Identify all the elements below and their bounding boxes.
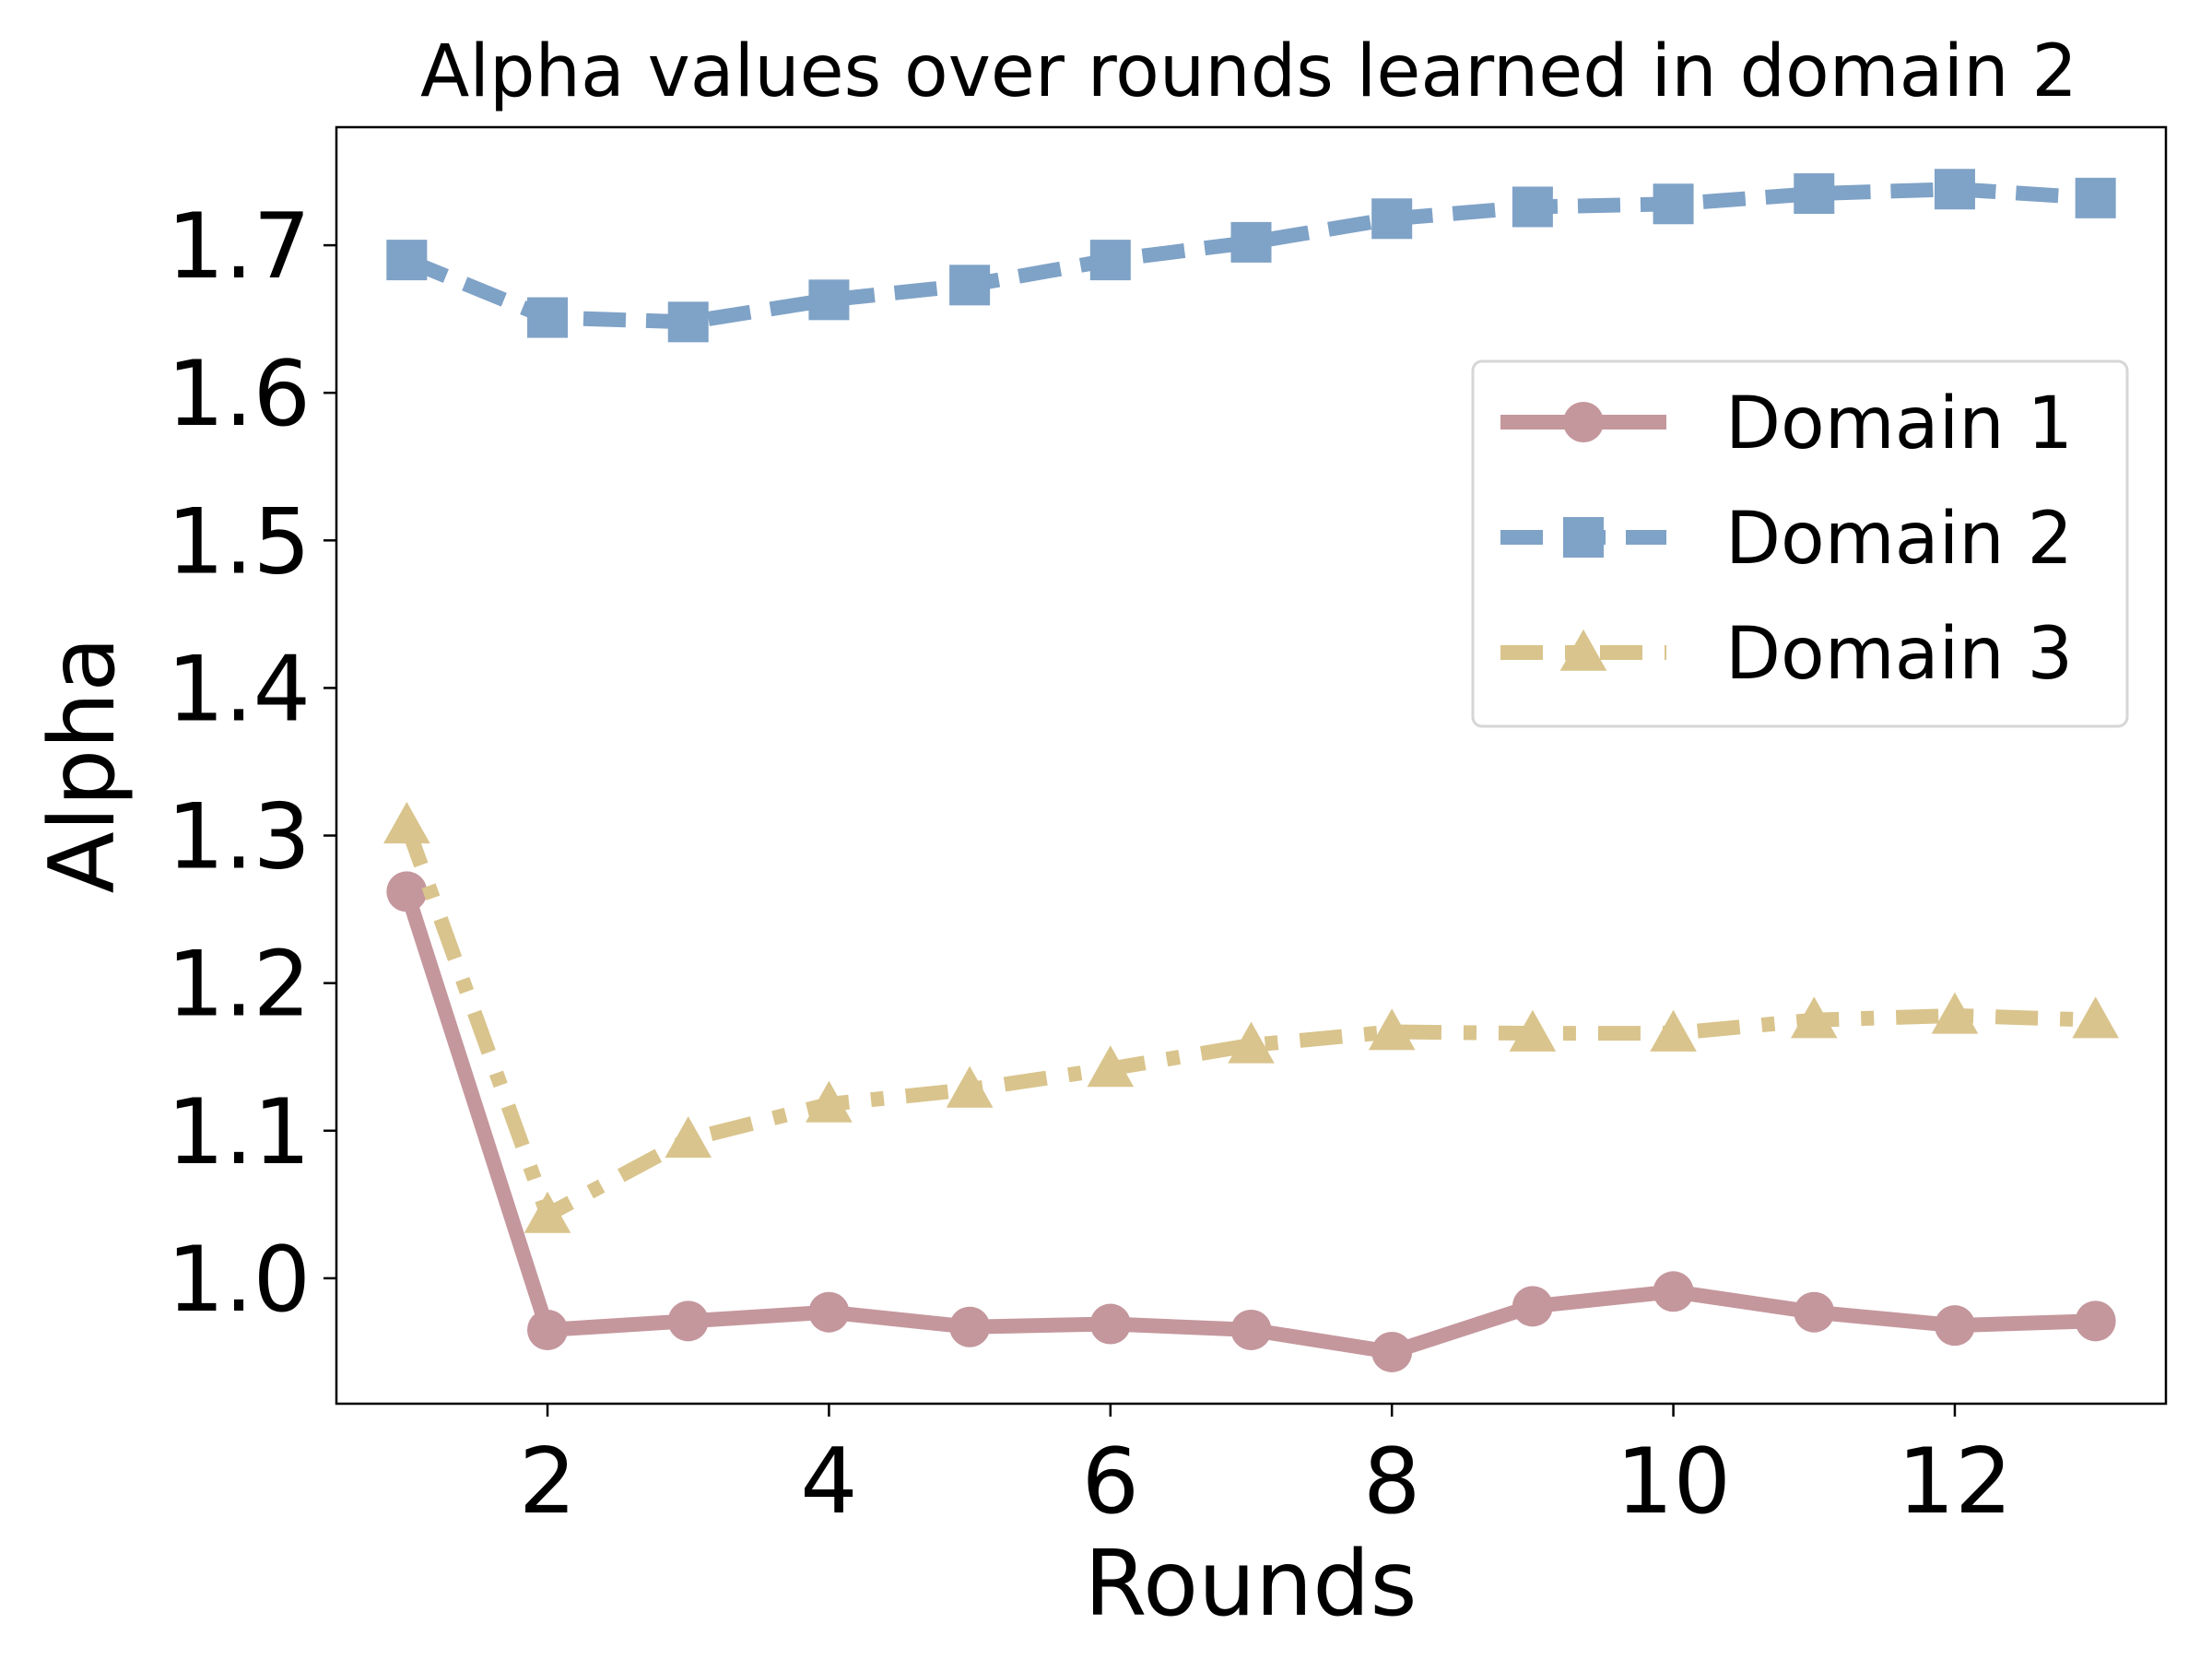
data-point — [386, 871, 428, 912]
series-domain-3 — [383, 802, 2119, 1233]
legend: Domain 1 Domain 2 Domain 3 — [1471, 359, 2129, 728]
y-tick-label: 1.3 — [167, 785, 311, 890]
series-layer — [383, 169, 2119, 1372]
data-point — [1230, 221, 1272, 263]
data-point — [667, 301, 709, 343]
data-point — [1087, 1045, 1135, 1088]
data-point — [527, 1309, 569, 1350]
x-tick-label: 6 — [1082, 1430, 1139, 1535]
data-point — [2075, 1300, 2116, 1342]
y-tick-label: 1.6 — [167, 342, 311, 447]
y-axis: 1.0 1.1 1.2 1.3 1.4 1.5 1.6 1.7 — [167, 194, 336, 1333]
data-point — [1228, 1021, 1275, 1064]
x-tick-label: 12 — [1898, 1430, 2013, 1535]
legend-entry-domain-2: Domain 2 — [1500, 498, 2073, 581]
data-point — [1230, 1309, 1272, 1350]
x-axis: 2 4 6 8 10 12 — [519, 1404, 2012, 1535]
data-point — [667, 1300, 709, 1342]
y-tick-label: 1.0 — [167, 1228, 311, 1333]
x-axis-label: Rounds — [1084, 1532, 1417, 1637]
legend-box — [1471, 359, 2129, 728]
legend-marker — [1563, 517, 1604, 558]
data-point — [1509, 1009, 1557, 1052]
legend-entry-domain-3: Domain 3 — [1500, 613, 2073, 696]
legend-marker — [1563, 402, 1604, 442]
y-axis-label: Alpha — [30, 637, 135, 894]
data-point — [806, 1080, 853, 1123]
data-point — [1934, 169, 1975, 210]
y-tick-label: 1.2 — [167, 933, 311, 1038]
data-point — [1931, 992, 1979, 1034]
data-point — [1653, 1271, 1694, 1312]
series-domain-2 — [386, 169, 2116, 343]
legend-label: Domain 1 — [1725, 382, 2073, 465]
data-point — [1089, 240, 1131, 281]
data-point — [808, 279, 850, 321]
data-point — [949, 265, 991, 306]
data-point — [1790, 996, 1838, 1039]
legend-marker — [1559, 629, 1607, 671]
data-point — [1512, 186, 1553, 228]
data-point — [1371, 1331, 1413, 1372]
y-tick-label: 1.5 — [167, 489, 311, 594]
data-point — [1368, 1008, 1416, 1051]
data-point — [808, 1291, 850, 1333]
data-point — [1653, 183, 1694, 225]
data-point — [949, 1306, 991, 1347]
legend-label: Domain 2 — [1725, 498, 2073, 581]
data-point — [1512, 1286, 1553, 1327]
x-tick-label: 2 — [519, 1430, 576, 1535]
data-point — [1934, 1305, 1975, 1347]
x-tick-label: 10 — [1616, 1430, 1731, 1535]
data-point — [1794, 173, 1835, 215]
data-point — [1794, 1291, 1835, 1333]
plot-frame — [335, 125, 2168, 1406]
data-point — [665, 1116, 712, 1159]
data-point — [386, 240, 428, 281]
x-tick-label: 4 — [800, 1430, 857, 1535]
data-point — [2075, 177, 2116, 218]
x-tick-label: 8 — [1363, 1430, 1420, 1535]
data-point — [946, 1065, 994, 1108]
data-point — [527, 297, 569, 338]
data-point — [1089, 1303, 1131, 1345]
y-tick-label: 1.7 — [167, 194, 311, 300]
y-tick-label: 1.1 — [167, 1080, 311, 1185]
data-point — [1650, 1009, 1697, 1052]
data-point — [383, 802, 430, 844]
legend-entry-domain-1: Domain 1 — [1500, 382, 2073, 465]
y-tick-label: 1.4 — [167, 637, 311, 742]
chart-title: Alpha values over rounds learned in doma… — [420, 30, 2077, 113]
legend-label: Domain 3 — [1725, 613, 2073, 696]
data-point — [1371, 198, 1413, 240]
series-domain-1 — [386, 871, 2116, 1372]
data-point — [2072, 996, 2119, 1039]
data-point — [524, 1191, 571, 1233]
